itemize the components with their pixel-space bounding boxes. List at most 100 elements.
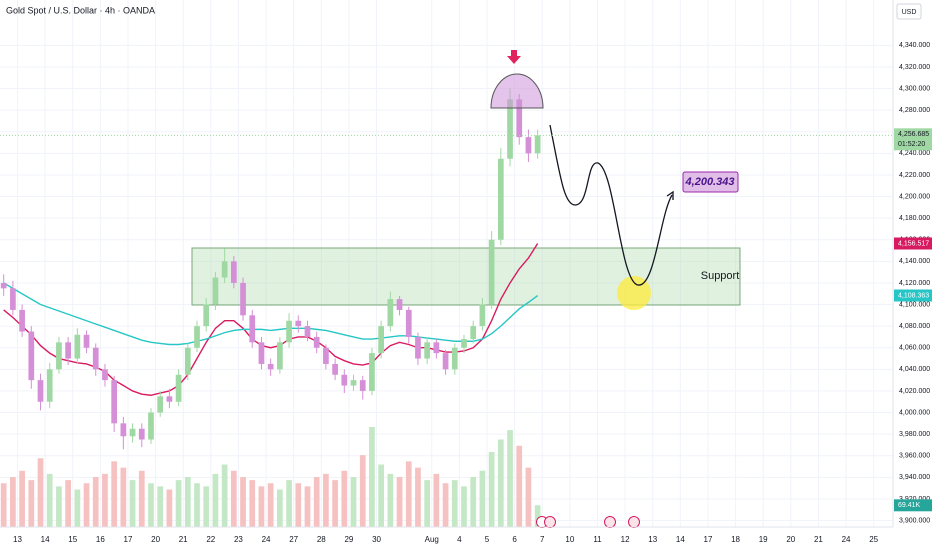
volume-bar — [323, 473, 329, 527]
target-label: 4,200.343 — [685, 176, 735, 188]
candle-body — [19, 309, 25, 332]
volume-bar — [249, 480, 256, 527]
x-tick-label: 14 — [41, 535, 50, 544]
x-tick-label: 16 — [96, 535, 105, 544]
y-tick-label: 3,900.000 — [899, 517, 930, 524]
volume-bar — [175, 480, 182, 527]
volume-bar — [194, 483, 200, 527]
x-tick-label: 7 — [540, 535, 545, 544]
x-tick-label: 15 — [68, 535, 77, 544]
x-tick-label: 14 — [676, 535, 685, 544]
y-tick-label: 4,180.000 — [899, 215, 930, 222]
x-tick-label: 11 — [593, 535, 602, 544]
x-tick-label: 22 — [206, 535, 215, 544]
volume-bar — [387, 473, 394, 527]
volume-bar — [369, 427, 375, 527]
price-badges: 4,256.685 01:52:20 4,156.517 4,108.363 69.41… — [0, 128, 932, 512]
target-box — [682, 171, 739, 193]
candle-body — [102, 369, 108, 381]
moving-average-line — [3, 282, 539, 346]
candle-body — [396, 299, 403, 310]
event-icon — [628, 516, 640, 528]
y-tick-label: 4,000.000 — [899, 409, 930, 416]
volume-bar — [359, 455, 366, 527]
volume-bar — [295, 483, 302, 527]
x-tick-label: 12 — [621, 535, 630, 544]
candle-body — [286, 320, 292, 343]
volume-bar — [0, 483, 7, 527]
y-tick-label: 3,960.000 — [899, 453, 930, 460]
volume-bar — [28, 480, 35, 527]
candle-body — [350, 380, 357, 386]
volume-bar — [267, 483, 274, 527]
volume-bar — [516, 445, 523, 527]
ma-price-badge — [894, 289, 932, 302]
candle-body — [267, 363, 274, 370]
candle-body — [56, 342, 62, 370]
candle-body — [534, 135, 541, 154]
candle-body — [387, 299, 394, 327]
x-tick-label: Aug — [425, 535, 439, 544]
volume-bar — [497, 439, 504, 527]
candle-body — [332, 363, 338, 375]
volume-bar — [258, 486, 265, 527]
y-tick-label: 3,940.000 — [899, 474, 930, 481]
volume-bar — [341, 470, 348, 527]
volume-bar — [378, 464, 384, 527]
event-icon — [544, 516, 556, 528]
volume-bar — [525, 467, 532, 527]
top-highlight — [490, 73, 544, 109]
candle-body — [148, 412, 154, 440]
chart-title: Gold Spot / U.S. Dollar · 4h · OANDA — [6, 5, 155, 15]
volume-bar — [405, 461, 412, 527]
candle-body — [323, 347, 329, 364]
volume-bar — [148, 483, 154, 527]
candle-body — [37, 380, 44, 402]
x-tick-label: 10 — [565, 535, 574, 544]
candle-body — [470, 326, 477, 340]
volume-bar — [534, 505, 541, 527]
volume-bar — [313, 477, 320, 527]
x-tick-label: 29 — [344, 535, 353, 544]
x-tick-label: 24 — [262, 535, 271, 544]
candle-body — [433, 342, 440, 354]
y-tick-label: 4,320.000 — [899, 64, 930, 71]
ma-price-label: 4,156.517 — [898, 240, 929, 247]
volume-bar — [157, 486, 164, 527]
x-tick-label: 24 — [842, 535, 851, 544]
candle-body — [138, 428, 145, 440]
volume-bar — [212, 473, 219, 527]
candle-body — [230, 261, 237, 283]
volume-bar — [332, 480, 338, 527]
volume-bar — [286, 480, 292, 527]
candle-body — [415, 336, 421, 359]
volume-bar — [230, 470, 237, 527]
y-tick-label: 4,140.000 — [899, 258, 930, 265]
volume-bar — [138, 470, 145, 527]
candle-body — [184, 347, 191, 375]
candle-body — [359, 380, 366, 391]
x-tick-label: 27 — [289, 535, 298, 544]
ma-price-label: 4,108.363 — [898, 292, 929, 299]
candle-body — [83, 334, 90, 348]
candle-body — [341, 374, 348, 386]
x-tick-label: 13 — [13, 535, 22, 544]
x-tick-label: 13 — [648, 535, 657, 544]
volume-bar — [92, 477, 99, 527]
x-tick-label: 4 — [457, 535, 462, 544]
volume-bar — [304, 486, 311, 527]
candle-body — [129, 428, 136, 437]
volume-bar — [415, 467, 421, 527]
x-tick-label: 18 — [731, 535, 740, 544]
candle-body — [240, 282, 246, 316]
top-arrow — [507, 50, 521, 64]
candle-body — [295, 320, 302, 327]
y-tick-label: 4,060.000 — [899, 345, 930, 352]
candle-body — [157, 396, 164, 413]
candle-body — [304, 326, 311, 337]
support-zone — [191, 247, 741, 306]
candle-body — [65, 342, 71, 359]
x-tick-label: 19 — [759, 535, 768, 544]
volume-bar — [19, 470, 25, 527]
